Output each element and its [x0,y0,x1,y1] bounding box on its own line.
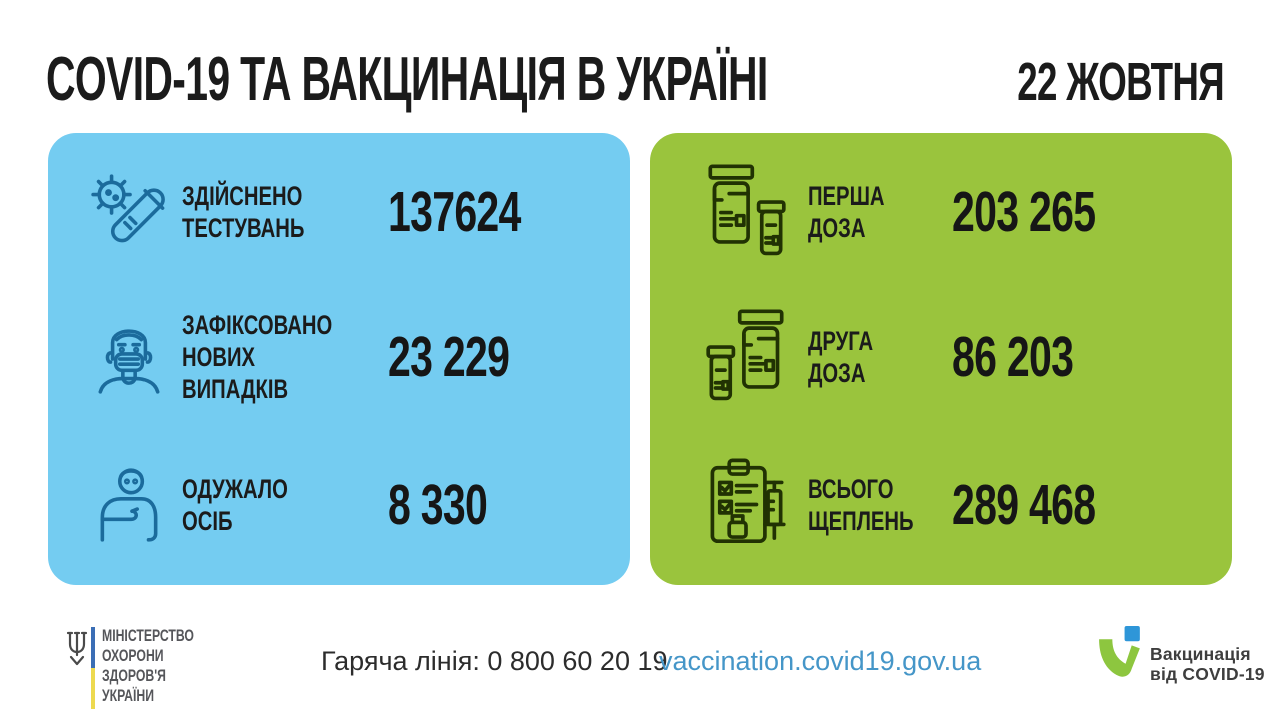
stat-row-recovered: ОДУЖАЛО ОСІБ 8 330 [48,450,630,560]
vaccine-vials-icon [704,162,788,262]
date-label: 22 ЖОВТНЯ [1017,52,1224,112]
stat-label: ПЕРША ДОЗА [808,181,885,243]
vaccine-vials-icon [704,307,788,407]
stat-row-second-dose: ДРУГА ДОЗА 86 203 [650,302,1232,412]
stat-row-first-dose: ПЕРША ДОЗА 203 265 [650,157,1232,267]
stat-value: 289 468 [952,473,1096,537]
recovered-person-icon [88,464,170,546]
stat-label: ДРУГА ДОЗА [808,326,874,388]
ministry-name: МІНІСТЕРСТВО ОХОРОНИ ЗДОРОВ'Я УКРАЇНИ [102,626,194,705]
stat-row-new-cases: ЗАФІКСОВАНО НОВИХ ВИПАДКІВ 23 229 [48,302,630,412]
stat-value: 8 330 [388,473,488,537]
stat-value: 137624 [388,180,521,244]
flag-divider [91,627,95,709]
vaccination-v-logo-icon [1097,626,1145,679]
stat-label: ВСЬОГО ЩЕПЛЕНЬ [808,474,914,536]
stat-row-tests: ЗДІЙСНЕНО ТЕСТУВАНЬ 137624 [48,157,630,267]
covid-stats-card: ЗДІЙСНЕНО ТЕСТУВАНЬ 137624 ЗАФІКСОВ [48,133,630,585]
vaccination-checklist-syringe-icon [704,455,788,555]
stat-value: 23 229 [388,325,510,389]
stat-label: ЗДІЙСНЕНО ТЕСТУВАНЬ [182,181,305,243]
vaccination-logo-label: Вакцинація від COVID-19 [1150,644,1265,684]
ukraine-trident-icon [66,630,88,673]
masked-person-icon [88,316,170,398]
page-title: COVID-19 ТА ВАКЦИНАЦІЯ В УКРАЇНІ [46,45,768,114]
stat-label: ОДУЖАЛО ОСІБ [182,474,288,536]
stat-row-total-vaccinations: ВСЬОГО ЩЕПЛЕНЬ 289 468 [650,450,1232,560]
stat-value: 86 203 [952,325,1074,389]
stat-value: 203 265 [952,180,1096,244]
vaccination-stats-card: ПЕРША ДОЗА 203 265 ДРУГА [650,133,1232,585]
vaccination-site-link[interactable]: vaccination.covid19.gov.ua [659,646,982,676]
stat-label: ЗАФІКСОВАНО НОВИХ ВИПАДКІВ [182,310,333,404]
test-tube-virus-icon [88,171,170,253]
hotline-label: Гаряча лінія: 0 800 60 20 19 [321,646,668,676]
